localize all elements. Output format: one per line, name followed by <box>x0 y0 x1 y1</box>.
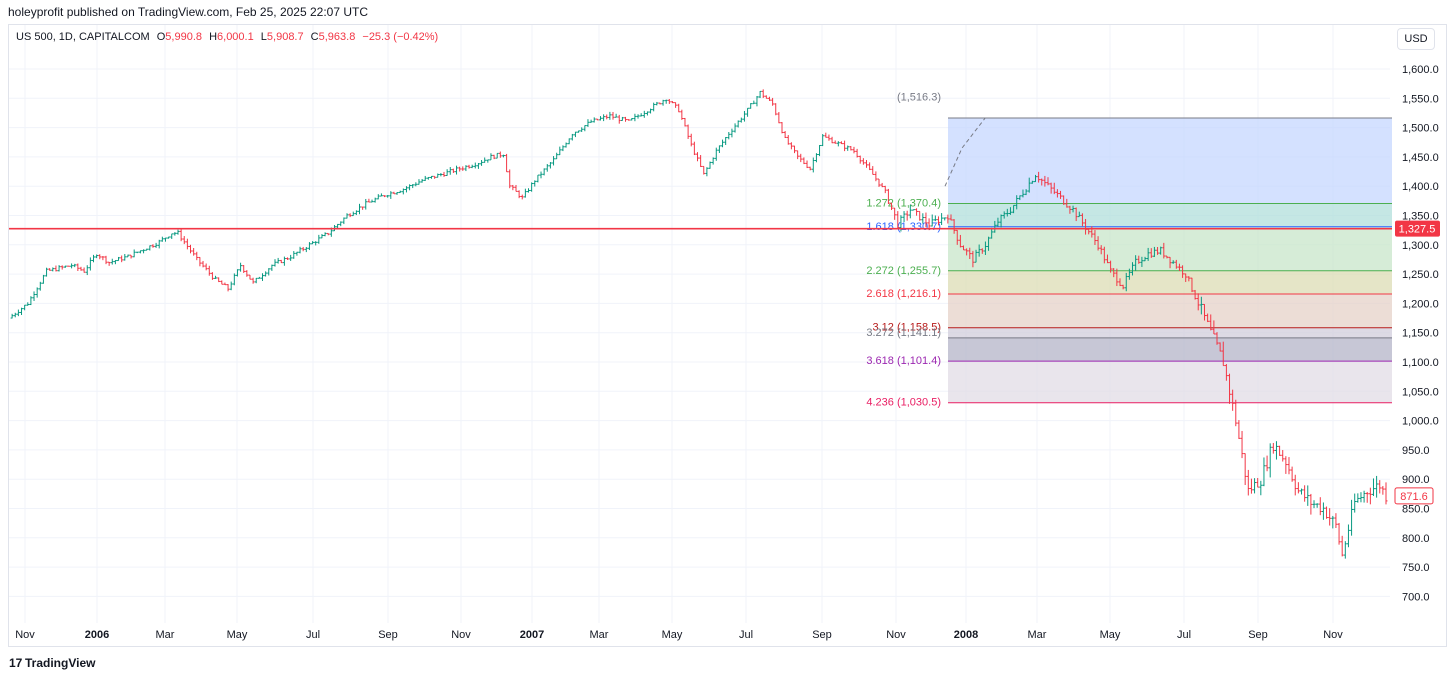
x-tick-label: Sep <box>812 629 832 641</box>
y-tick-label: 750.0 <box>1402 562 1430 574</box>
x-tick-label: Nov <box>451 629 471 641</box>
publisher-caption: holeyprofit published on TradingView.com… <box>8 5 368 19</box>
y-tick-label: 1,250.0 <box>1402 269 1439 281</box>
fib-level-label: 3.618 (1,101.4) <box>866 355 941 367</box>
fib-extension: 1.272 (1,370.4) 1.618 (1,330.7) 2.272 (1,2… <box>866 92 1392 409</box>
y-tick-label: 850.0 <box>1402 504 1430 516</box>
close-label: C <box>310 31 319 43</box>
low-label: L <box>260 31 267 43</box>
fib-level-label: 3.12 (1,158.5) <box>873 322 942 334</box>
y-tick-label: 1,100.0 <box>1402 357 1439 369</box>
fib-zone <box>948 337 1392 362</box>
x-tick-label: May <box>1100 629 1121 641</box>
tradingview-logo-text: TradingView <box>25 656 96 670</box>
fib-zone-top <box>948 118 1392 204</box>
fib-zone <box>948 270 1392 294</box>
x-tick-label: May <box>227 629 248 641</box>
x-tick-label: Jul <box>739 629 753 641</box>
fib-zone <box>948 293 1392 328</box>
y-tick-label: 1,000.0 <box>1402 416 1439 428</box>
x-tick-label: Sep <box>1248 629 1268 641</box>
x-tick-label: Mar <box>156 629 175 641</box>
fib-level-label: 1.272 (1,370.4) <box>866 198 941 210</box>
high-value: 6,000.1 <box>217 31 254 43</box>
last-price-tag <box>1394 487 1434 505</box>
currency-button[interactable]: USD <box>1397 28 1435 50</box>
fib-level-label: 1.618 (1,330.7) <box>866 221 941 233</box>
y-tick-label: 950.0 <box>1402 445 1430 457</box>
y-tick-label: 1,500.0 <box>1402 123 1439 135</box>
y-tick-label: 900.0 <box>1402 474 1430 486</box>
x-tick-label: 2006 <box>85 629 109 641</box>
last-price-label: 871.6 <box>1400 491 1428 503</box>
tradingview-logo-icon: 17 <box>9 656 23 670</box>
y-axis: 1,600.0 1,550.0 1,500.0 1,450.0 1,400.0 1,350… <box>1394 64 1440 603</box>
hline-price-tag <box>1395 220 1440 237</box>
chart-frame <box>8 24 1447 647</box>
x-axis: Nov 2006 Mar May Jul Sep Nov 2007 Mar May Jul Sep No… <box>15 629 1343 641</box>
x-tick-label: Nov <box>15 629 35 641</box>
y-tick-label: 1,450.0 <box>1402 152 1439 164</box>
tradingview-logo[interactable]: 17 TradingView <box>9 656 95 670</box>
high-label: H <box>209 31 218 43</box>
x-tick-label: Sep <box>378 629 398 641</box>
y-tick-label: 1,600.0 <box>1402 64 1439 76</box>
fib-zone <box>948 203 1392 227</box>
x-tick-label: Nov <box>886 629 906 641</box>
fib-level-label: 2.272 (1,255.7) <box>866 265 941 277</box>
fib-anchor-label: (1,516.3) <box>897 92 941 104</box>
x-tick-label: 2008 <box>954 629 978 641</box>
y-tick-label: 1,400.0 <box>1402 181 1439 193</box>
change-value: −25.3 (−0.42%) <box>362 31 439 43</box>
y-tick-label: 1,550.0 <box>1402 93 1439 105</box>
fib-zone <box>948 327 1392 338</box>
x-tick-label: Jul <box>306 629 320 641</box>
x-tick-label: Jul <box>1177 629 1191 641</box>
x-tick-label: Nov <box>1323 629 1343 641</box>
close-value: 5,963.8 <box>318 31 356 43</box>
y-tick-label: 800.0 <box>1402 533 1430 545</box>
fib-zone <box>948 361 1392 403</box>
open-label: O <box>156 31 166 43</box>
y-tick-label: 1,150.0 <box>1402 328 1439 340</box>
x-tick-label: Mar <box>1028 629 1047 641</box>
y-tick-label: 1,200.0 <box>1402 298 1439 310</box>
y-tick-label: 1,300.0 <box>1402 240 1439 252</box>
x-tick-label: May <box>662 629 683 641</box>
y-tick-label: 700.0 <box>1402 591 1430 603</box>
low-value: 5,908.7 <box>266 31 304 43</box>
y-tick-label: 1,050.0 <box>1402 386 1439 398</box>
y-tick-label: 1,350.0 <box>1402 211 1439 223</box>
hline-price-label: 1,327.5 <box>1399 224 1436 236</box>
candles <box>10 89 1388 559</box>
open-value: 5,990.8 <box>165 31 202 43</box>
fib-level-label: 3.272 (1,141.1) <box>866 327 941 339</box>
fib-trend-line <box>944 117 986 187</box>
x-tick-label: 2007 <box>520 629 544 641</box>
symbol-legend: US 500, 1D, CAPITALCOM O5,990.8 H6,000.1… <box>16 31 438 43</box>
x-tick-label: Mar <box>590 629 609 641</box>
symbol-label[interactable]: US 500, 1D, CAPITALCOM <box>16 31 150 43</box>
fib-level-label: 2.618 (1,216.1) <box>866 288 941 300</box>
fib-level-label: 4.236 (1,030.5) <box>866 397 941 409</box>
